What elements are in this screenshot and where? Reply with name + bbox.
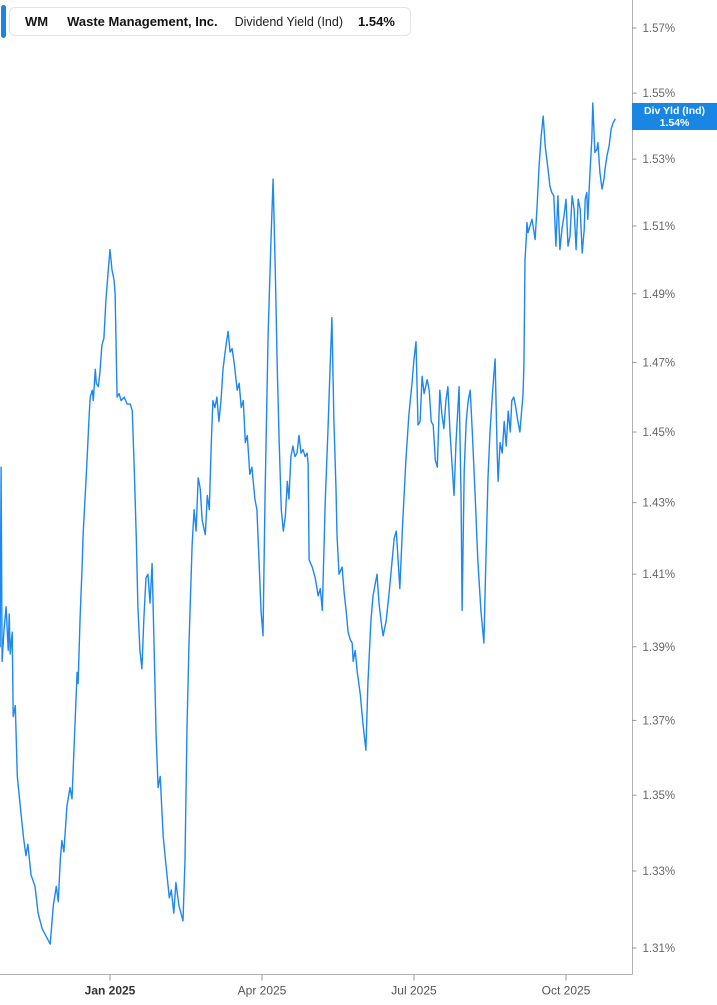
- x-tick-label: Jul 2025: [391, 984, 437, 998]
- y-tick-label: 1.47%: [643, 357, 676, 369]
- y-tick-label: 1.41%: [643, 569, 676, 581]
- header-card: WM Waste Management, Inc. Dividend Yield…: [9, 7, 411, 36]
- badge-series-label: Div Yld (Ind): [643, 104, 706, 117]
- x-tick-label: Oct 2025: [542, 984, 591, 998]
- company-name: Waste Management, Inc.: [67, 14, 218, 29]
- ticker-symbol: WM: [25, 14, 49, 29]
- series-line-div-yield: [0, 102, 616, 945]
- y-axis-ticks: 1.57% 1.55% 1.53% 1.51% 1.49% 1.47% 1.45% 1.43%…: [632, 23, 675, 955]
- x-axis-ticks: Jan 2025 Apr 2025 Jul 2025 Oct 2025: [85, 974, 591, 998]
- x-tick-label: Jan 2025: [85, 984, 136, 998]
- y-tick-label: 1.49%: [643, 289, 676, 301]
- y-tick-label: 1.57%: [643, 23, 676, 35]
- y-tick-label: 1.39%: [643, 642, 676, 654]
- y-tick-label: 1.43%: [643, 498, 676, 510]
- axes: [0, 0, 633, 975]
- accent-bar: [1, 5, 6, 38]
- x-tick-label: Apr 2025: [238, 984, 287, 998]
- y-tick-label: 1.37%: [643, 715, 676, 727]
- y-tick-label: 1.45%: [643, 427, 676, 439]
- y-tick-label: 1.35%: [643, 790, 676, 802]
- y-tick-label: 1.55%: [643, 88, 676, 100]
- metric-value: 1.54%: [358, 14, 395, 29]
- badge-value: 1.54%: [659, 116, 690, 129]
- last-value-badge: Div Yld (Ind) 1.54%: [632, 103, 717, 130]
- y-tick-label: 1.53%: [643, 154, 676, 166]
- chart-header: WM Waste Management, Inc. Dividend Yield…: [0, 0, 717, 46]
- y-tick-label: 1.31%: [643, 943, 676, 955]
- y-tick-label: 1.33%: [643, 866, 676, 878]
- y-tick-label: 1.51%: [643, 221, 676, 233]
- metric-name: Dividend Yield (Ind): [234, 14, 344, 29]
